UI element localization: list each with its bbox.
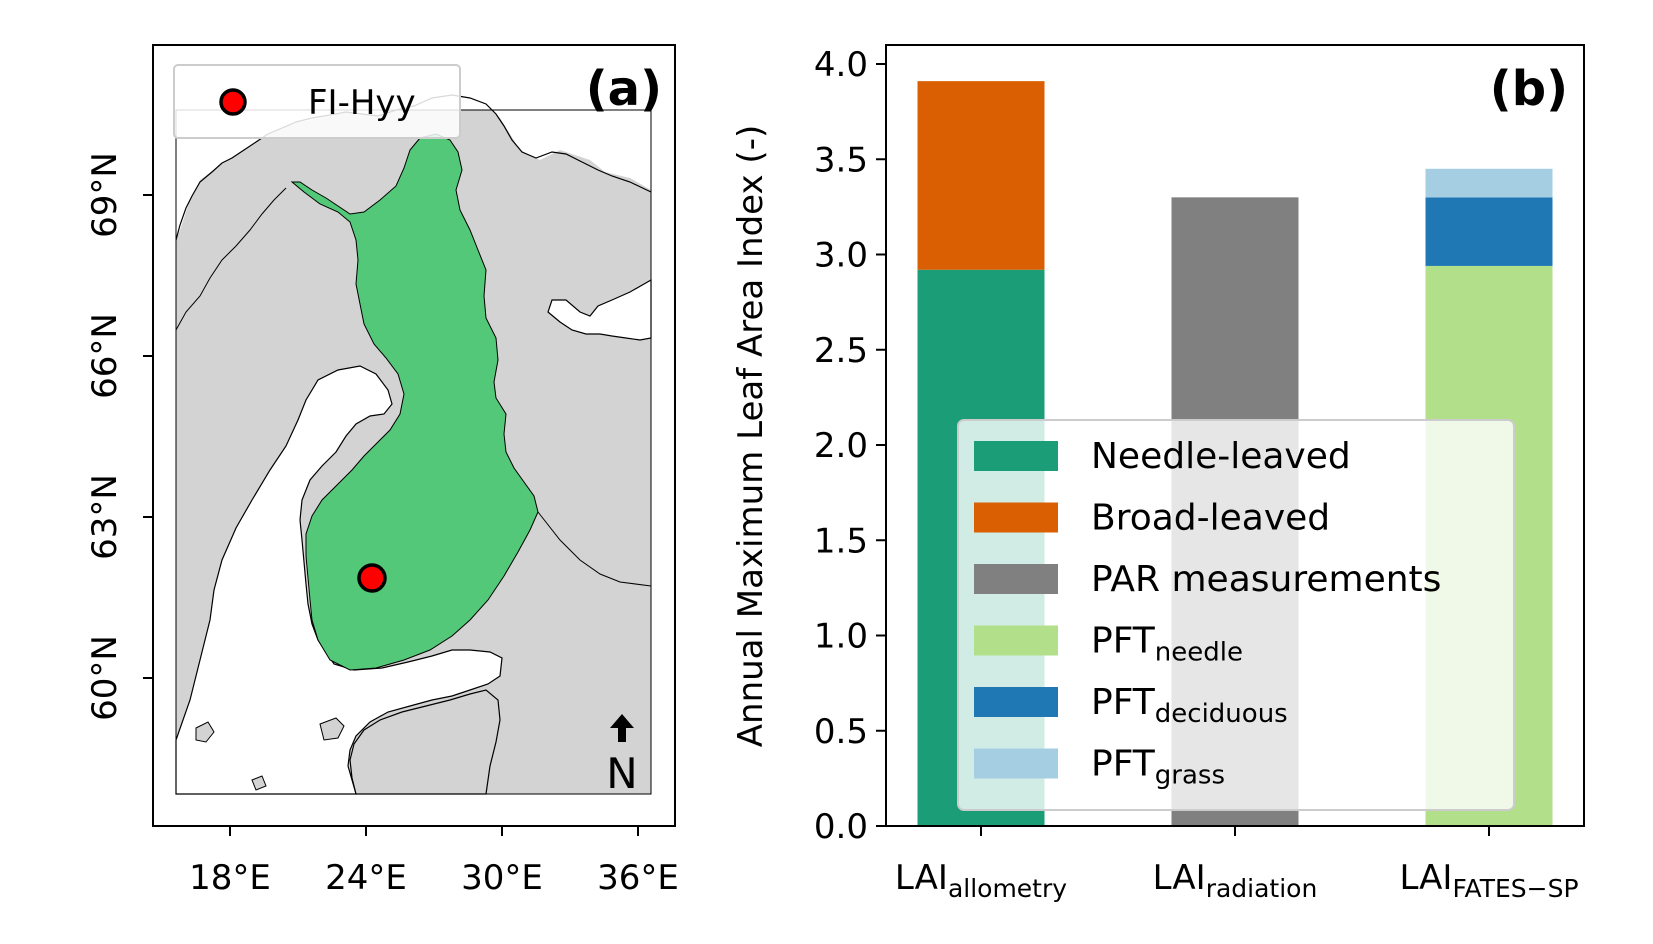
legend-label-sub: needle — [1155, 638, 1243, 668]
legend-swatch — [974, 441, 1058, 471]
arctic-ocean — [176, 95, 651, 240]
legend-swatch — [974, 687, 1058, 717]
y-axis-label: Annual Maximum Leaf Area Index (-) — [731, 125, 771, 747]
island-3 — [251, 775, 267, 791]
north-arrow-label: N — [606, 749, 637, 798]
legend-label-base: Broad-leaved — [1091, 498, 1330, 539]
island-2 — [195, 721, 215, 743]
map-y-tick-label: 69°N — [85, 152, 125, 238]
x-tick-label-sub: allometry — [948, 874, 1067, 903]
legend-swatch — [974, 748, 1058, 779]
y-tick-label: 1.0 — [814, 617, 868, 657]
coast-east — [537, 511, 652, 587]
map-y-tick-label: 63°N — [85, 474, 125, 560]
legend-label: PFTdeciduous — [1091, 682, 1288, 729]
map-x-tick-label: 30°E — [461, 858, 543, 898]
bar-segment — [1425, 197, 1553, 266]
panel-label-b: (b) — [1490, 61, 1568, 117]
map-frame — [152, 44, 676, 827]
bar-plot-frame — [885, 44, 1585, 827]
bar-legend: Needle-leaved Broad-leaved PAR measurement… — [957, 419, 1515, 811]
country-border — [175, 187, 287, 331]
legend-label-base: PFT — [1091, 682, 1156, 723]
y-tick-label: 3.5 — [814, 140, 868, 180]
map-y-ticks: 69°N 66°N 63°N 60°N — [85, 152, 153, 721]
legend-label-base: PAR measurements — [1091, 559, 1441, 600]
legend-label-base: Needle-leaved — [1091, 436, 1351, 477]
map-legend-box — [173, 64, 461, 139]
legend-label-base: PFT — [1091, 744, 1156, 785]
map-y-tick-label: 60°N — [85, 635, 125, 721]
bar-y-axis: 0.0 0.5 1.0 1.5 2.0 2.5 3.0 3.5 4.0 — [814, 45, 886, 847]
map-y-tick-label: 66°N — [85, 313, 125, 399]
legend-site-label: FI-Hyy — [308, 83, 416, 123]
legend-label-sub: grass — [1155, 761, 1225, 791]
island-1 — [319, 717, 345, 741]
x-tick-label-base: LAI — [1153, 858, 1206, 898]
y-tick-label: 4.0 — [814, 45, 868, 85]
y-tick-label: 1.5 — [814, 521, 868, 561]
x-tick-label-sub: radiation — [1206, 874, 1318, 903]
legend-label: PAR measurements — [1091, 559, 1441, 600]
panel-label-a: (a) — [586, 61, 662, 117]
north-arrow-icon — [610, 714, 634, 742]
bar-segment — [917, 81, 1045, 270]
legend-label: PFTgrass — [1091, 744, 1225, 791]
legend-box — [957, 419, 1515, 811]
x-tick-label: LAIradiation — [1153, 858, 1318, 903]
map-panel: FI-Hyy (a) N 18°E 24°E 30°E 36°E 69°N — [85, 44, 679, 898]
bar-x-axis: LAIallometry LAIradiation LAIFATES−SP — [895, 826, 1579, 903]
x-tick-label: LAIallometry — [895, 858, 1067, 903]
y-tick-label: 2.5 — [814, 331, 868, 371]
map-x-tick-label: 36°E — [597, 858, 679, 898]
x-tick-label-base: LAI — [895, 858, 948, 898]
estonia — [349, 689, 501, 795]
north-arrow: N — [606, 714, 638, 798]
bar-segment — [1425, 168, 1553, 198]
legend-swatch — [974, 502, 1058, 533]
legend-label: Needle-leaved — [1091, 436, 1351, 477]
y-tick-label: 0.5 — [814, 712, 868, 752]
map-x-tick-label: 24°E — [325, 858, 407, 898]
x-tick-label: LAIFATES−SP — [1399, 858, 1578, 903]
baltic-sea — [175, 365, 503, 795]
legend-label: PFTneedle — [1091, 621, 1243, 668]
site-marker-fi-hyy — [357, 563, 387, 593]
y-tick-label: 3.0 — [814, 236, 868, 276]
map-x-ticks: 18°E 24°E 30°E 36°E — [189, 826, 679, 898]
map-x-tick-label: 18°E — [189, 858, 271, 898]
legend-swatch — [974, 564, 1058, 594]
legend-site-icon — [219, 88, 247, 116]
legend-label-base: PFT — [1091, 621, 1156, 662]
legend-label: Broad-leaved — [1091, 498, 1330, 539]
y-tick-label: 2.0 — [814, 426, 868, 466]
white-sea — [547, 278, 652, 341]
y-tick-label: 0.0 — [814, 807, 868, 847]
x-tick-label-base: LAI — [1399, 858, 1452, 898]
legend-label-sub: deciduous — [1155, 699, 1288, 729]
x-tick-label-sub: FATES−SP — [1452, 874, 1578, 903]
legend-swatch — [974, 625, 1058, 656]
map-legend: FI-Hyy — [173, 64, 461, 139]
bar-panel: 0.00.51.01.52.02.53.03.54.0 LAIallometry… — [731, 44, 1585, 903]
